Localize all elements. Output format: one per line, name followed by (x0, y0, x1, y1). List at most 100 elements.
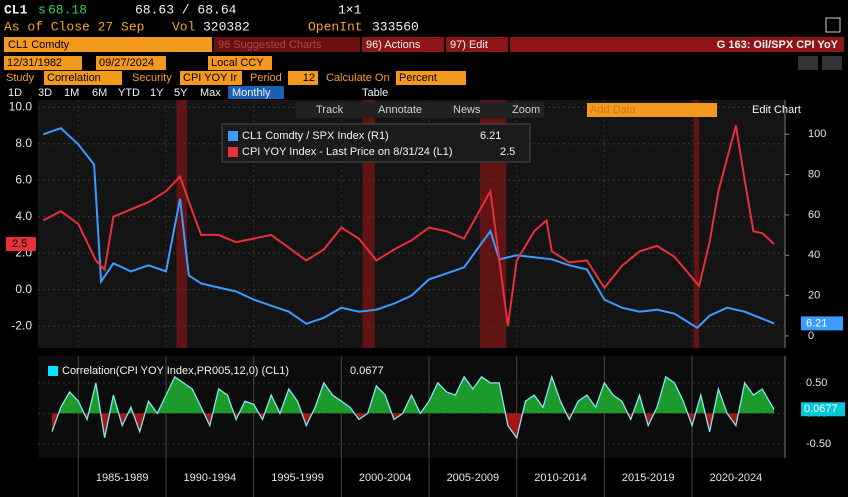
undo-button[interactable] (798, 56, 818, 70)
positive-area (52, 376, 774, 414)
period-box[interactable] (288, 71, 318, 85)
study: Correlation (47, 72, 101, 84)
period-label: Period (250, 72, 282, 84)
legend-label: CL1 Comdty / SPX Index (R1) (242, 130, 389, 142)
suggested-button[interactable] (214, 37, 360, 52)
bid-ask: 68.63 / 68.64 (135, 2, 237, 17)
actions-button[interactable] (362, 37, 444, 52)
recession-band (693, 100, 700, 348)
open-int: 333560 (372, 19, 419, 34)
x-tick-label: 1985-1989 (96, 472, 149, 484)
range-button[interactable]: Max (200, 87, 221, 99)
x-tick-label: 1995-1999 (271, 472, 324, 484)
period: 12 (303, 72, 315, 84)
y2-tick-label: 40 (808, 249, 820, 261)
actions: 96) Actions (366, 39, 421, 51)
chart-toolbar (296, 102, 544, 118)
legend-swatch (228, 147, 238, 157)
suggested: 96 Suggested Charts (218, 39, 322, 51)
study-security: CPI YOY Ir (183, 72, 237, 84)
y2-tick-label: 0 (808, 330, 814, 342)
range-button[interactable]: 1Y (150, 87, 164, 99)
range-buttons: 1D 3D 1M 6M YTD 1Y 5Y Max (8, 87, 221, 99)
study-security-box[interactable] (180, 71, 242, 85)
y-tick-label: 0.0 (15, 282, 32, 296)
add-data: Add Data (590, 104, 637, 116)
redo-button[interactable] (822, 56, 842, 70)
x-tick-label: 2005-2009 (447, 472, 500, 484)
range-button[interactable]: 6M (92, 87, 107, 99)
security-box[interactable] (4, 37, 212, 52)
calc: Percent (399, 72, 437, 84)
legend-value: 2.5 (500, 146, 515, 158)
last-value: 2.5 (12, 238, 27, 250)
end-date-box[interactable] (96, 56, 166, 70)
frequency: Monthly (232, 87, 271, 99)
x-tick-label: 2010-2014 (534, 472, 587, 484)
ticker: CL1 (4, 2, 28, 17)
series-line (51, 374, 775, 440)
edit: 97) Edit (450, 39, 488, 51)
y-tick-label: -2.0 (11, 318, 32, 332)
range-button[interactable]: 5Y (174, 87, 188, 99)
recession-band (176, 100, 188, 348)
study-box[interactable] (44, 71, 122, 85)
chart-tool[interactable]: Track (316, 104, 344, 116)
x-tick-label: 2020-2024 (710, 472, 763, 484)
y-tick-label: 0.50 (806, 377, 827, 389)
y2-tick-label: 20 (808, 289, 820, 301)
chart-tools: Track Annotate News Zoom (316, 104, 540, 116)
range-button[interactable]: YTD (118, 87, 140, 99)
calc-box[interactable] (396, 71, 466, 85)
y-tick-label: 4.0 (15, 209, 32, 223)
series-line (42, 125, 775, 327)
legend-swatch (228, 131, 238, 141)
end-date: 09/27/2024 (99, 57, 154, 69)
size: 1×1 (338, 2, 362, 17)
y-tick-label: -0.50 (806, 438, 831, 450)
y-tick-label: 6.0 (15, 172, 32, 186)
security: CL1 Comdty (8, 39, 70, 51)
edit-chart[interactable]: Edit Chart (752, 104, 801, 116)
y2-tick-label: 60 (808, 209, 820, 221)
legend-value: 0.0677 (350, 365, 384, 377)
x-tick-label: 2015-2019 (622, 472, 675, 484)
chart-tool[interactable]: Annotate (378, 104, 422, 116)
frequency-box[interactable] (228, 86, 284, 99)
last-value-box (6, 237, 36, 252)
calc-label: Calculate On (326, 72, 390, 84)
legend-label: Correlation(CPI YOY Index,PR005,12,0) (C… (62, 365, 289, 377)
last-value: 6.21 (806, 317, 827, 329)
currency: Local CCY (211, 57, 264, 69)
chart-name: G 163: Oil/SPX CPI YoY (717, 39, 839, 51)
range-button[interactable]: 1D (8, 87, 22, 99)
start-date: 12/31/1982 (7, 57, 62, 69)
last-value: 0.0677 (804, 403, 838, 415)
y2-tick-label: 80 (808, 169, 820, 181)
y2-tick-label: 100 (808, 128, 826, 140)
legend (221, 123, 531, 163)
chart-tool[interactable]: Zoom (512, 104, 540, 116)
vol: 320382 (203, 19, 250, 34)
range-button[interactable]: 1M (64, 87, 79, 99)
y-tick-label: 8.0 (15, 136, 32, 150)
x-tick-label: 1990-1994 (184, 472, 237, 484)
as-of: As of Close 27 Sep (4, 19, 144, 34)
range-button[interactable]: 3D (38, 87, 52, 99)
series-line (42, 127, 775, 330)
start-date-box[interactable] (4, 56, 82, 70)
correlation-chart: 0.500.00-0.501985-19891990-19941995-1999… (38, 356, 845, 497)
y-tick-label: 10.0 (9, 99, 33, 113)
chart-tool[interactable]: News (453, 104, 481, 116)
title-bar (510, 37, 844, 52)
legend-label: CPI YOY Index - Last Price on 8/31/24 (L… (242, 146, 453, 158)
edit-button[interactable] (446, 37, 508, 52)
open-int-label: OpenInt (308, 19, 363, 34)
vol-label: Vol (172, 19, 196, 34)
popout-icon[interactable] (825, 17, 841, 33)
add-data-box[interactable] (587, 103, 717, 117)
legend-value: 6.21 (480, 130, 501, 142)
table[interactable]: Table (362, 87, 388, 99)
currency-box[interactable] (208, 56, 272, 70)
